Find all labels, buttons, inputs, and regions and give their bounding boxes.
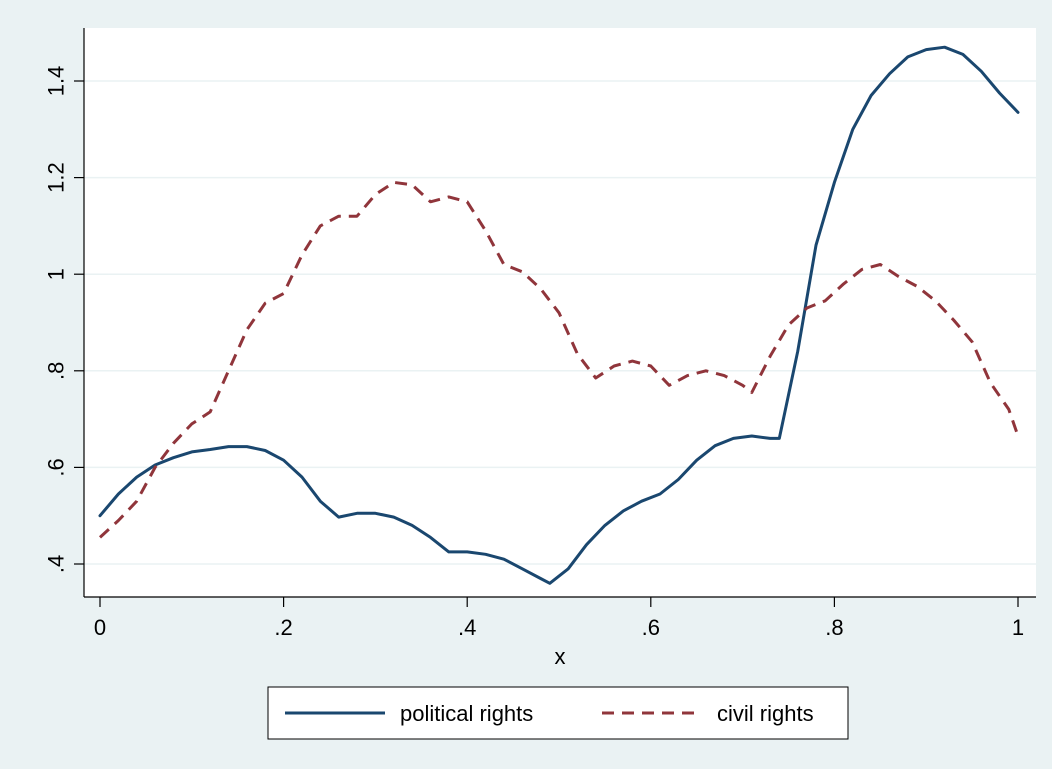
legend-label-civil-rights: civil rights: [717, 701, 814, 726]
y-tick-label-5: 1.4: [44, 66, 69, 97]
x-tick-label-4: .8: [825, 615, 843, 640]
y-tick-label-2: .8: [44, 362, 69, 380]
x-tick-label-2: .4: [458, 615, 476, 640]
x-tick-label-0: 0: [94, 615, 106, 640]
x-axis-ticks: 0 .2 .4 .6 .8 1: [94, 597, 1024, 640]
y-tick-label-0: .4: [44, 555, 69, 573]
x-tick-label-3: .6: [642, 615, 660, 640]
y-tick-label-3: 1: [44, 268, 69, 280]
y-tick-label-4: 1.2: [44, 162, 69, 193]
legend: political rights civil rights: [267, 686, 849, 740]
series-line-political-rights: [98, 45, 1020, 585]
x-axis-title: x: [555, 644, 566, 669]
series-line-civil-rights: [98, 180, 1020, 539]
legend-label-political-rights: political rights: [400, 701, 533, 726]
y-axis-ticks: .4 .6 .8 1 1.2 1.4: [44, 66, 84, 573]
x-tick-label-5: 1: [1012, 615, 1024, 640]
series-layer: [98, 45, 1020, 585]
gridlines: [84, 80, 1036, 565]
y-tick-label-1: .6: [44, 458, 69, 476]
x-tick-label-1: .2: [274, 615, 292, 640]
